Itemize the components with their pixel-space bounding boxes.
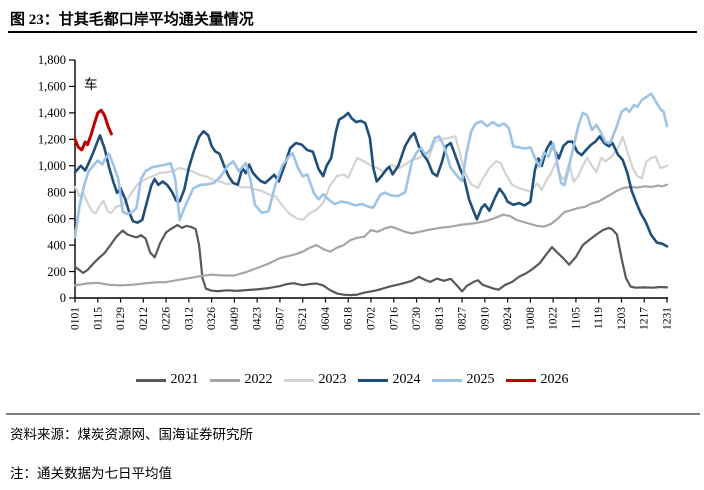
x-axis-label: 0326 bbox=[206, 307, 218, 330]
x-axis-label: 0910 bbox=[479, 307, 491, 330]
legend-item-2021: 2021 bbox=[135, 372, 199, 388]
x-axis-label: 1119 bbox=[593, 307, 605, 329]
legend-item-2025: 2025 bbox=[431, 372, 495, 388]
clearance-line-chart: 0 200 400 600 800 1,000 1,200 1,400 1,600 1,800 01… bbox=[38, 53, 674, 330]
series-2026-line bbox=[73, 108, 113, 152]
x-axis-label: 0129 bbox=[115, 307, 127, 330]
footer-divider bbox=[6, 413, 700, 415]
legend-swatch-2023 bbox=[283, 378, 314, 382]
y-axis-label: 1,800 bbox=[38, 53, 66, 67]
legend-label-2026: 2026 bbox=[540, 372, 569, 387]
x-axis-label: 1008 bbox=[525, 307, 537, 330]
x-axis-label: 0827 bbox=[457, 307, 469, 330]
x-axis-label: 1217 bbox=[639, 307, 651, 330]
series-2023-line bbox=[73, 135, 669, 222]
legend-swatch-2022 bbox=[209, 378, 240, 382]
chart-legend: 2021 2022 2023 2024 2025 2026 bbox=[0, 372, 704, 388]
unit-label: 车 bbox=[84, 76, 98, 92]
x-axis-label: 0101 bbox=[70, 307, 82, 330]
title-divider bbox=[8, 31, 697, 33]
x-axis-label: 1022 bbox=[548, 307, 560, 330]
legend-label-2021: 2021 bbox=[170, 372, 199, 387]
legend-swatch-2025 bbox=[431, 378, 462, 382]
legend-item-2022: 2022 bbox=[209, 372, 273, 388]
x-axis-label: 0409 bbox=[229, 307, 241, 330]
legend-swatch-2026 bbox=[505, 378, 536, 382]
x-axis-label: 0716 bbox=[388, 307, 400, 330]
legend-label-2024: 2024 bbox=[392, 372, 421, 387]
x-axis-label: 1231 bbox=[662, 307, 674, 330]
y-axis-label: 600 bbox=[47, 212, 66, 226]
x-axis-label: 0423 bbox=[252, 307, 264, 330]
y-axis-label: 1,000 bbox=[38, 159, 66, 173]
y-axis-label: 1,200 bbox=[38, 133, 66, 147]
x-axis-label: 1105 bbox=[570, 307, 582, 330]
series-2024-line bbox=[73, 111, 669, 248]
x-axis-label: 0618 bbox=[343, 307, 355, 330]
y-axis-label: 1,400 bbox=[38, 106, 66, 120]
x-axis-label: 0813 bbox=[434, 307, 446, 330]
legend-label-2023: 2023 bbox=[318, 372, 347, 387]
x-axis-label: 0226 bbox=[161, 307, 173, 330]
y-axis-label: 400 bbox=[47, 238, 66, 252]
x-axis-label: 0730 bbox=[411, 307, 423, 330]
legend-swatch-2024 bbox=[357, 378, 388, 382]
source-text: 资料来源：煤炭资源网、国海证券研究所 bbox=[10, 427, 253, 442]
chart-title: 图 23：甘其毛都口岸平均通关量情况 bbox=[10, 12, 254, 28]
x-axis-label: 0521 bbox=[297, 307, 309, 330]
x-axis-label: 0212 bbox=[138, 307, 150, 330]
legend-label-2025: 2025 bbox=[466, 372, 495, 387]
legend-label-2022: 2022 bbox=[244, 372, 273, 387]
x-axis-label: 0924 bbox=[502, 307, 514, 330]
legend-item-2024: 2024 bbox=[357, 372, 421, 388]
series-2021-line bbox=[73, 223, 669, 297]
x-axis-label: 0702 bbox=[366, 307, 378, 330]
x-axis-label: 0115 bbox=[92, 307, 104, 330]
x-axis-label: 0312 bbox=[183, 307, 195, 330]
legend-swatch-2021 bbox=[135, 378, 166, 382]
x-axis-label: 1203 bbox=[616, 307, 628, 330]
series-2022-line bbox=[73, 183, 669, 287]
y-axis-label: 800 bbox=[47, 185, 66, 199]
legend-item-2026: 2026 bbox=[505, 372, 569, 388]
y-axis-label: 1,600 bbox=[38, 80, 66, 94]
x-axis-label: 0507 bbox=[274, 307, 286, 330]
note-text: 注：通关数据为七日平均值 bbox=[10, 466, 172, 481]
x-axis-label: 0604 bbox=[320, 307, 332, 330]
series-2025-line bbox=[73, 92, 669, 239]
y-axis-label: 200 bbox=[47, 265, 66, 279]
y-axis-label: 0 bbox=[60, 291, 66, 305]
legend-item-2023: 2023 bbox=[283, 372, 347, 388]
